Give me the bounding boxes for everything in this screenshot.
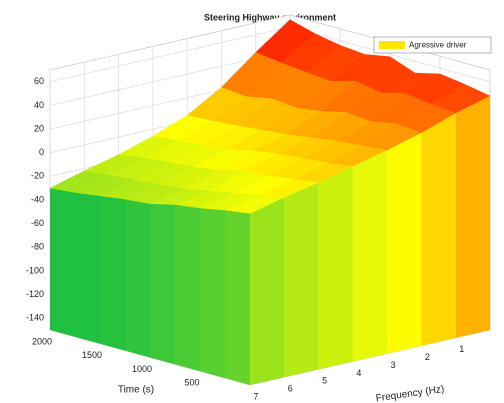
z-tick-label: 60 (34, 76, 44, 86)
axis-labels: -140-120-100-80-60-40-200204060500100015… (26, 76, 464, 401)
x-tick-label: 4 (356, 368, 361, 378)
x-tick-label: 1 (459, 344, 464, 354)
x-tick-label: 2 (425, 352, 430, 362)
surface-skirt (318, 166, 353, 370)
surface-skirt (387, 133, 422, 354)
legend-label: Agressive driver (409, 41, 467, 50)
x-tick-label: 6 (288, 384, 293, 394)
surface (49, 19, 491, 385)
surface-skirt (225, 210, 250, 385)
surface-skirt (175, 204, 200, 372)
y-axis-label: Time (s) (118, 385, 154, 396)
surface-skirt (352, 150, 388, 362)
y-tick-label: 1500 (82, 350, 102, 360)
surface-skirt (455, 96, 490, 338)
z-tick-label: -40 (31, 194, 44, 204)
z-tick-label: -80 (31, 242, 44, 252)
surface-skirt (284, 182, 319, 378)
surface-skirt (250, 197, 285, 385)
z-tick-label: -20 (31, 171, 44, 181)
z-tick-label: 40 (34, 100, 44, 110)
surface-skirt (421, 113, 456, 346)
z-tick-label: -140 (26, 313, 44, 323)
surface-skirt (150, 203, 175, 365)
y-tick-label: 500 (184, 378, 199, 388)
z-tick-label: -120 (26, 289, 44, 299)
z-tick-label: 20 (34, 123, 44, 133)
z-tick-label: -100 (26, 265, 44, 275)
z-grid-line (49, 26, 291, 83)
y-tick-label: 1000 (132, 364, 152, 374)
surface-skirt (50, 188, 75, 337)
z-tick-label: -60 (31, 218, 44, 228)
x-tick-label: 7 (253, 391, 258, 401)
legend: Agressive driver (373, 36, 492, 54)
chart-title: Steering Highway environment (204, 12, 336, 22)
z-tick-label: 0 (39, 147, 44, 157)
x-tick-label: 5 (322, 376, 327, 386)
surface-skirt (100, 196, 125, 351)
x-tick-label: 3 (391, 360, 396, 370)
surface-skirt (75, 192, 100, 344)
y-tick-label: 2000 (32, 336, 52, 346)
surface-skirt (200, 208, 225, 379)
surface-skirt (125, 199, 150, 358)
legend-swatch (379, 41, 405, 49)
